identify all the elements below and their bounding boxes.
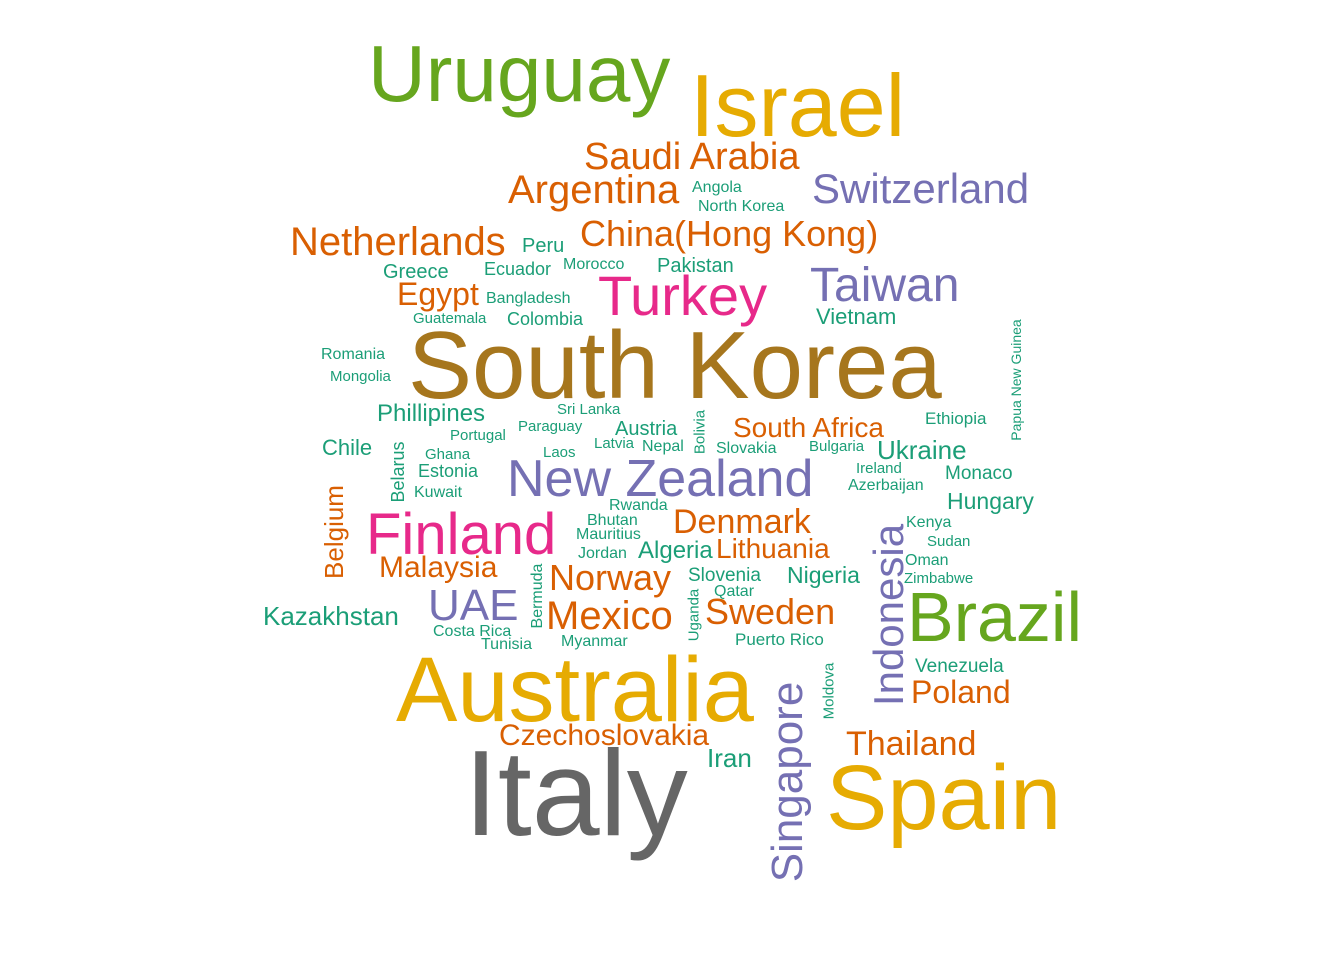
word-bhutan: Bhutan — [587, 512, 638, 529]
word-austria: Austria — [615, 418, 678, 440]
word-poland: Poland — [911, 674, 1011, 710]
word-laos: Laos — [543, 444, 576, 461]
word-phillipines: Phillipines — [377, 400, 486, 427]
word-colombia: Colombia — [507, 309, 584, 329]
word-nepal: Nepal — [642, 438, 684, 455]
word-spain: Spain — [826, 747, 1062, 849]
word-iran: Iran — [707, 743, 752, 773]
word-kazakhstan: Kazakhstan — [263, 601, 399, 631]
word-guatemala: Guatemala — [413, 310, 487, 327]
word-myanmar: Myanmar — [561, 633, 628, 650]
word-costa-rica: Costa Rica — [433, 623, 512, 640]
word-portugal: Portugal — [450, 427, 506, 444]
word-brazil: Brazil — [907, 578, 1083, 656]
word-turkey: Turkey — [598, 264, 768, 327]
word-zimbabwe: Zimbabwe — [904, 570, 974, 587]
word-taiwan: Taiwan — [810, 259, 960, 312]
word-mauritius: Mauritius — [576, 526, 641, 543]
word-ethiopia: Ethiopia — [925, 409, 987, 428]
word-ireland: Ireland — [856, 460, 902, 477]
word-uganda: Uganda — [685, 588, 703, 642]
word-lithuania: Lithuania — [716, 533, 830, 564]
word-algeria: Algeria — [638, 537, 713, 564]
word-malaysia: Malaysia — [379, 551, 498, 584]
word-egypt: Egypt — [397, 276, 479, 312]
word-peru: Peru — [522, 235, 565, 257]
word-nigeria: Nigeria — [787, 562, 860, 588]
word-moldova: Moldova — [820, 662, 838, 720]
word-indonesia: Indonesia — [865, 523, 912, 707]
word-saudi-arabia: Saudi Arabia — [584, 136, 800, 178]
word-latvia: Latvia — [594, 435, 635, 452]
word-greece: Greece — [383, 261, 449, 283]
word-slovenia: Slovenia — [688, 565, 761, 586]
word-mexico: Mexico — [546, 594, 673, 638]
word-kuwait: Kuwait — [414, 484, 463, 501]
word-australia: Australia — [396, 639, 754, 741]
word-ukraine: Ukraine — [877, 435, 967, 465]
word-argentina: Argentina — [508, 168, 680, 212]
word-north-korea: North Korea — [698, 198, 785, 215]
word-pakistan: Pakistan — [657, 255, 734, 277]
word-morocco: Morocco — [563, 256, 625, 273]
word-puerto-rico: Puerto Rico — [735, 630, 824, 649]
word-sweden: Sweden — [705, 591, 836, 632]
word-mongolia: Mongolia — [330, 368, 391, 385]
word-kenya: Kenya — [906, 514, 952, 531]
word-bermuda: Bermuda — [529, 563, 546, 629]
word-norway: Norway — [549, 557, 672, 598]
word-netherlands: Netherlands — [290, 220, 506, 264]
word-uae: UAE — [428, 581, 519, 630]
word-vietnam: Vietnam — [816, 304, 897, 329]
word-slovakia: Slovakia — [716, 440, 777, 457]
word-new-zealand: New Zealand — [507, 450, 814, 508]
word-hungary: Hungary — [947, 488, 1034, 514]
word-venezuela: Venezuela — [915, 656, 1004, 677]
word-czechoslovakia: Czechoslovakia — [499, 719, 710, 752]
word-sri-lanka: Sri Lanka — [557, 401, 621, 418]
word-romania: Romania — [321, 346, 386, 363]
word-bolivia: Bolivia — [691, 409, 709, 455]
word-papua-new-guinea: Papua New Guinea — [1008, 319, 1024, 441]
word-jordan: Jordan — [578, 545, 627, 562]
word-china-hong-kong: China(Hong Kong) — [580, 213, 879, 254]
word-estonia: Estonia — [418, 461, 479, 481]
word-rwanda: Rwanda — [609, 497, 668, 514]
word-israel: Israel — [690, 56, 906, 155]
word-ecuador: Ecuador — [484, 259, 552, 279]
word-south-korea: South Korea — [408, 312, 942, 419]
word-switzerland: Switzerland — [812, 165, 1030, 212]
word-denmark: Denmark — [673, 503, 811, 541]
word-monaco: Monaco — [945, 463, 1013, 484]
word-belgium: Belgium — [319, 485, 349, 579]
word-ghana: Ghana — [425, 446, 471, 463]
word-chile: Chile — [322, 435, 373, 460]
word-bulgaria: Bulgaria — [809, 438, 865, 455]
word-bangladesh: Bangladesh — [486, 290, 571, 307]
word-italy: Italy — [464, 725, 688, 861]
word-south-africa: South Africa — [733, 412, 884, 443]
word-sudan: Sudan — [927, 533, 971, 550]
word-thailand: Thailand — [846, 725, 977, 763]
word-singapore: Singapore — [763, 681, 812, 883]
word-finland: Finland — [366, 502, 557, 567]
word-qatar: Qatar — [714, 583, 755, 600]
word-tunisia: Tunisia — [481, 636, 532, 653]
word-oman: Oman — [905, 552, 949, 569]
word-belarus: Belarus — [388, 441, 408, 503]
word-angola: Angola — [692, 179, 742, 196]
word-paraguay: Paraguay — [518, 418, 583, 435]
word-uruguay: Uruguay — [368, 29, 671, 118]
word-azerbaijan: Azerbaijan — [848, 477, 924, 494]
